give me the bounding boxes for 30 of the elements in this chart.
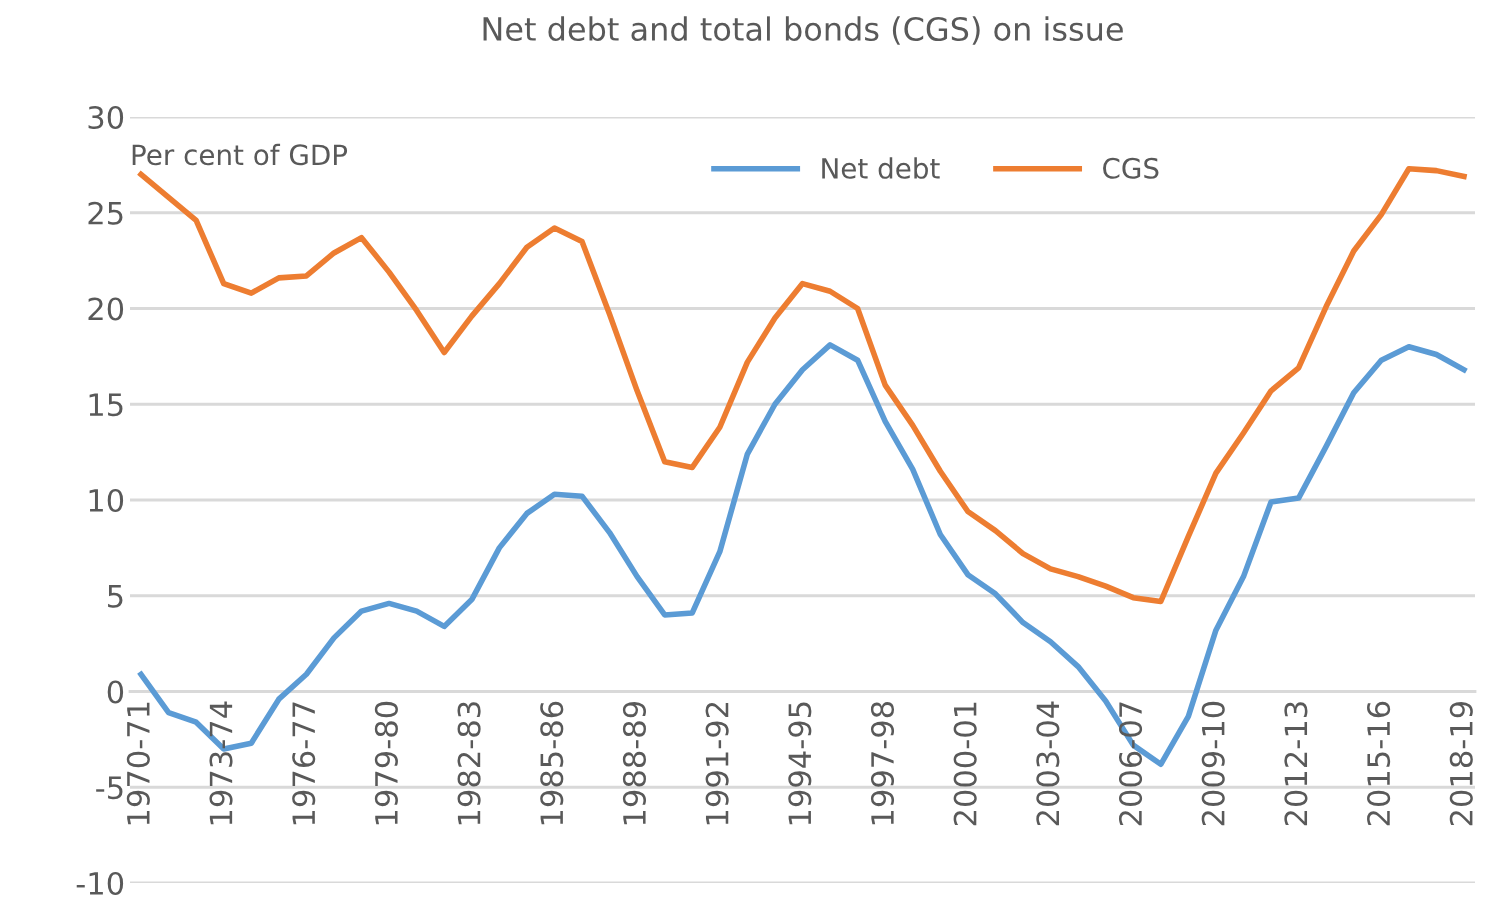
x-tick-label: 1997-98 xyxy=(870,701,895,825)
x-tick-label: 2015-16 xyxy=(1367,701,1391,826)
y-tick-label: -10 xyxy=(76,871,124,896)
x-tick-label: 2018-19 xyxy=(1449,701,1473,826)
x-tick-label: 1988-89 xyxy=(622,701,646,825)
y-tick-label: 25 xyxy=(88,201,123,225)
x-tick-label: 1973-74 xyxy=(209,701,233,825)
y-axis-title: Per cent of GDP xyxy=(132,143,348,166)
x-tick-label: 1970-71 xyxy=(126,702,150,825)
x-tick-label: 1991-92 xyxy=(705,702,729,825)
x-tick-label: 1994-95 xyxy=(788,702,812,825)
x-tick-label: 2006-07 xyxy=(1118,702,1143,826)
x-tick-label: 2009-10 xyxy=(1201,701,1225,826)
x-tick-label: 2000-01 xyxy=(953,702,977,826)
legend-label: CGS xyxy=(1103,157,1159,179)
x-tick-label: 1985-86 xyxy=(540,701,564,825)
y-tick-label: 20 xyxy=(88,297,124,321)
y-tick-label: 5 xyxy=(108,585,123,608)
x-tick-label: 1979-80 xyxy=(374,701,398,825)
x-tick-label: 2003-04 xyxy=(1036,701,1060,826)
x-tick-label: 2012-13 xyxy=(1284,702,1308,826)
x-tick-label: 1976-77 xyxy=(292,702,316,825)
x-tick-label: 1982-83 xyxy=(457,702,481,825)
y-tick-label: 10 xyxy=(89,488,124,513)
legend-label: Net debt xyxy=(822,157,940,179)
y-tick-label: -5 xyxy=(96,776,123,800)
y-tick-label: 15 xyxy=(89,393,123,417)
y-tick-label: 30 xyxy=(88,105,124,130)
chart-title: Net debt and total bonds (CGS) on issue xyxy=(483,16,1123,45)
y-tick-label: 0 xyxy=(107,680,124,704)
